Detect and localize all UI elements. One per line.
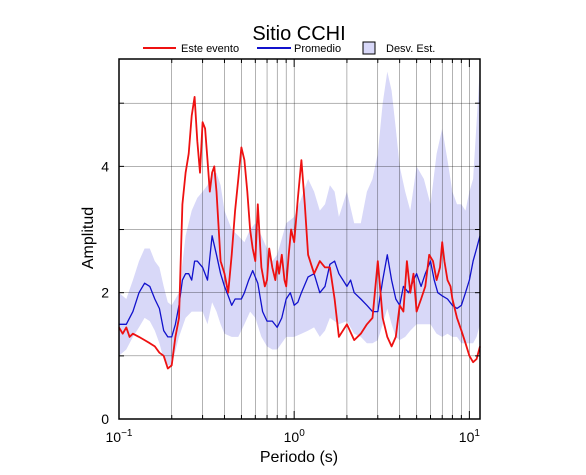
x-tick-label: 100 xyxy=(284,428,306,445)
plot-area xyxy=(118,59,481,419)
legend-swatch-desv-est xyxy=(362,41,376,55)
y-tick-label: 2 xyxy=(101,285,109,301)
y-axis-label: Amplitud xyxy=(80,207,97,269)
y-tick-label: 4 xyxy=(101,158,109,174)
plot-frame xyxy=(118,58,481,420)
legend: Este evento Promedio Desv. Est. xyxy=(143,41,435,55)
legend-label-desv-est: Desv. Est. xyxy=(386,43,435,55)
legend-label-promedio: Promedio xyxy=(294,43,341,55)
grid-layer xyxy=(118,59,480,419)
chart-title: Sitio CCHI xyxy=(252,23,345,45)
series-layer xyxy=(118,96,481,370)
series-este-evento xyxy=(118,96,481,370)
legend-label-este-evento: Este evento xyxy=(181,43,239,55)
x-tick-label: 101 xyxy=(459,428,481,445)
series-promedio xyxy=(119,235,481,338)
x-tick-label: 10−1 xyxy=(106,428,133,445)
y-tick-label: 0 xyxy=(101,411,109,427)
axis-layer: 0 2 4 10−1 100 101 xyxy=(101,58,481,445)
std-band xyxy=(119,65,480,366)
x-axis-label: Periodo (s) xyxy=(260,449,338,466)
std-band-layer xyxy=(119,65,480,366)
